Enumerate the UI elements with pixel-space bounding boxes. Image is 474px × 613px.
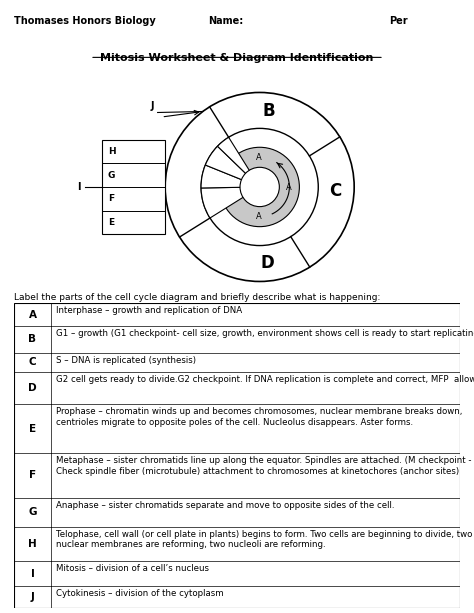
Text: G: G [108, 170, 115, 180]
Circle shape [240, 167, 279, 207]
Text: C: C [28, 357, 36, 367]
Text: Telophase, cell wall (or cell plate in plants) begins to form. Two cells are beg: Telophase, cell wall (or cell plate in p… [56, 530, 473, 549]
Text: Mitosis – division of a cell’s nucleus: Mitosis – division of a cell’s nucleus [56, 565, 209, 594]
Text: A: A [28, 310, 36, 319]
Text: B: B [263, 102, 275, 120]
Text: Prophase – chromatin winds up and becomes chromosomes, nuclear membrane breaks d: Prophase – chromatin winds up and become… [56, 408, 463, 458]
Text: Name:: Name: [209, 16, 244, 26]
Text: D: D [260, 254, 274, 272]
Text: B: B [28, 334, 36, 345]
Wedge shape [218, 137, 260, 187]
Text: Mitosis Worksheet & Diagram Identification: Mitosis Worksheet & Diagram Identificati… [100, 53, 374, 63]
Wedge shape [205, 147, 260, 187]
Wedge shape [201, 165, 260, 188]
Text: E: E [108, 218, 114, 227]
Text: I: I [30, 569, 35, 579]
Wedge shape [201, 187, 260, 218]
Text: Label the parts of the cell cycle diagram and briefly describe what is happening: Label the parts of the cell cycle diagra… [14, 292, 381, 302]
Text: Anaphase – sister chromatids separate and move to opposite sides of the cell.: Anaphase – sister chromatids separate an… [56, 501, 394, 530]
Text: A: A [256, 153, 262, 162]
Text: Thomases Honors Biology: Thomases Honors Biology [14, 16, 156, 26]
Text: Per: Per [389, 16, 407, 26]
Text: G1 – growth (G1 checkpoint- cell size, growth, environment shows cell is ready t: G1 – growth (G1 checkpoint- cell size, g… [56, 329, 474, 338]
Text: J: J [30, 592, 35, 602]
Text: Metaphase – sister chromatids line up along the equator. Spindles are attached. : Metaphase – sister chromatids line up al… [56, 456, 472, 497]
Text: A: A [286, 183, 292, 192]
Circle shape [220, 147, 300, 227]
Text: Cytokinesis – division of the cytoplasm: Cytokinesis – division of the cytoplasm [56, 589, 224, 598]
Bar [101, 140, 165, 234]
Text: I: I [77, 182, 81, 192]
Text: H: H [28, 539, 37, 549]
Text: F: F [108, 194, 114, 204]
Text: C: C [329, 181, 341, 200]
Text: Interphase – growth and replication of DNA: Interphase – growth and replication of D… [56, 306, 242, 316]
Text: D: D [28, 383, 37, 393]
Text: G2 cell gets ready to divide.G2 checkpoint. If DNA replication is complete and c: G2 cell gets ready to divide.G2 checkpoi… [56, 375, 474, 384]
Text: A: A [256, 212, 262, 221]
Text: H: H [108, 147, 115, 156]
Text: E: E [29, 424, 36, 434]
Text: F: F [29, 470, 36, 481]
Text: J: J [150, 101, 154, 111]
Text: G: G [28, 507, 37, 517]
Text: S – DNA is replicated (synthesis): S – DNA is replicated (synthesis) [56, 356, 196, 365]
